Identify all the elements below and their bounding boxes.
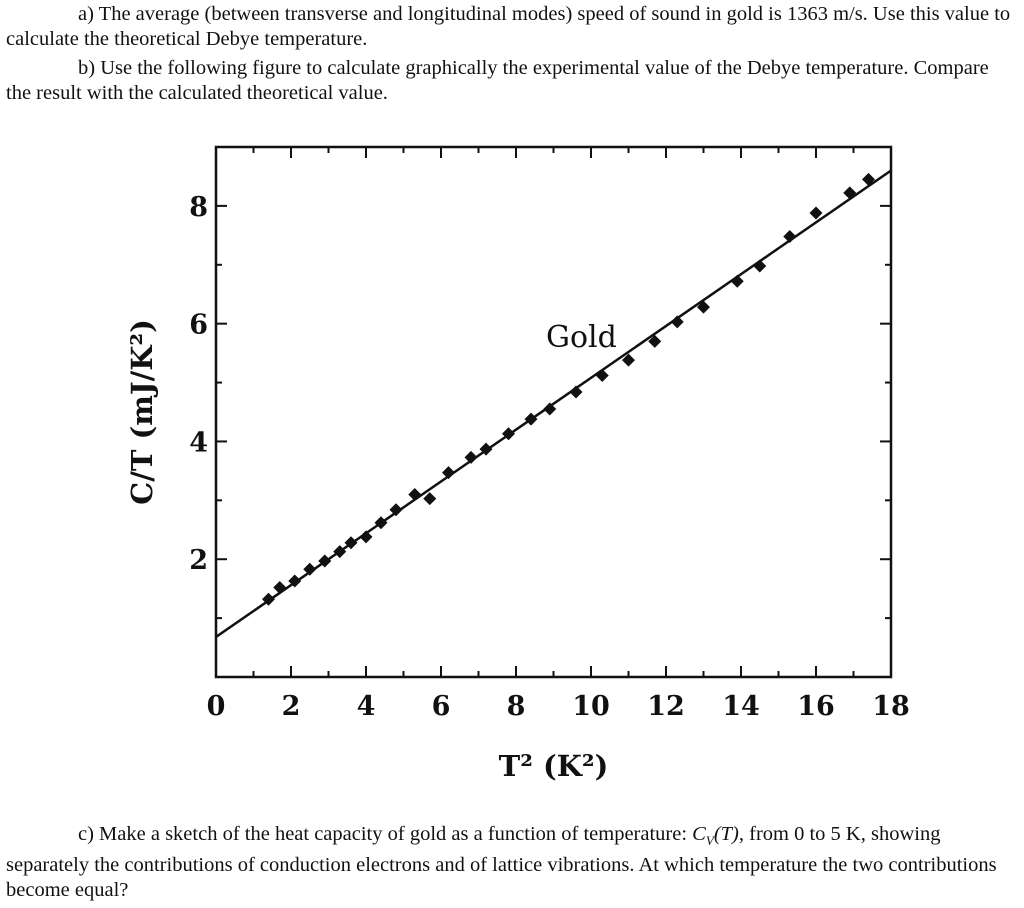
data-point bbox=[622, 353, 635, 367]
plot-frame bbox=[214, 145, 893, 679]
data-point bbox=[359, 530, 373, 544]
part-c-text-after: , from 0 to 5 K, showing separately the … bbox=[6, 823, 997, 902]
heat-capacity-chart: 0 2 4 6 8 10 12 14 16 18 2 4 6 8 Gold T² (K²) C/T (m… bbox=[125, 145, 910, 783]
question-part-b: b) Use the following figure to calculate… bbox=[6, 57, 989, 104]
data-point bbox=[288, 574, 302, 588]
data-point bbox=[809, 206, 823, 220]
heat-capacity-variable: (T) bbox=[713, 823, 739, 845]
data-point bbox=[442, 466, 455, 480]
data-point bbox=[423, 492, 437, 506]
data-point bbox=[753, 259, 767, 273]
chart-annotation-gold: Gold bbox=[546, 320, 617, 355]
data-point bbox=[479, 442, 493, 456]
y-tick-label: 4 bbox=[189, 427, 208, 458]
y-tick-label: 8 bbox=[189, 192, 208, 223]
x-tick-label: 16 bbox=[797, 691, 835, 722]
data-point bbox=[524, 412, 538, 426]
question-part-a: a) The average (between transverse and l… bbox=[6, 3, 1011, 50]
heat-capacity-subscript: V bbox=[705, 833, 714, 849]
x-tick-label: 18 bbox=[872, 691, 910, 722]
data-point bbox=[333, 545, 347, 559]
data-point bbox=[543, 402, 557, 416]
data-point bbox=[862, 172, 875, 186]
y-tick-label: 2 bbox=[189, 545, 208, 576]
data-point bbox=[843, 186, 857, 200]
axis-ticks bbox=[215, 146, 892, 678]
data-point bbox=[569, 385, 583, 399]
x-tick-labels: 0 2 4 6 8 10 12 14 16 18 bbox=[207, 691, 910, 722]
data-point bbox=[318, 554, 332, 568]
question-part-c: c) Make a sketch of the heat capacity of… bbox=[6, 822, 1018, 903]
data-point bbox=[374, 516, 388, 530]
data-point bbox=[273, 580, 287, 594]
data-point bbox=[595, 368, 609, 382]
data-point bbox=[670, 315, 684, 329]
x-tick-label: 8 bbox=[507, 691, 526, 722]
data-point bbox=[344, 536, 358, 550]
x-tick-label: 10 bbox=[572, 691, 610, 722]
data-point bbox=[502, 427, 515, 441]
x-tick-label: 6 bbox=[432, 691, 451, 722]
y-tick-label: 6 bbox=[189, 310, 208, 341]
y-axis-label: C/T (mJ/K²) bbox=[125, 319, 159, 505]
x-tick-label: 12 bbox=[647, 691, 685, 722]
data-point bbox=[464, 450, 478, 464]
x-axis-label: T² (K²) bbox=[499, 749, 609, 783]
x-tick-label: 14 bbox=[722, 691, 760, 722]
x-tick-label: 2 bbox=[282, 691, 301, 722]
x-tick-label: 0 bbox=[207, 691, 226, 722]
data-point bbox=[408, 487, 422, 501]
heat-capacity-symbol: C bbox=[692, 823, 706, 845]
data-point bbox=[303, 562, 317, 576]
part-c-text-before: c) Make a sketch of the heat capacity of… bbox=[78, 823, 693, 845]
y-tick-labels: 2 4 6 8 bbox=[189, 192, 208, 576]
data-point bbox=[730, 274, 744, 288]
data-point bbox=[697, 300, 710, 314]
data-point bbox=[389, 503, 403, 517]
data-points bbox=[262, 172, 875, 606]
data-point bbox=[262, 592, 275, 606]
x-tick-label: 4 bbox=[357, 691, 376, 722]
data-point bbox=[783, 230, 797, 244]
data-point bbox=[648, 334, 662, 348]
